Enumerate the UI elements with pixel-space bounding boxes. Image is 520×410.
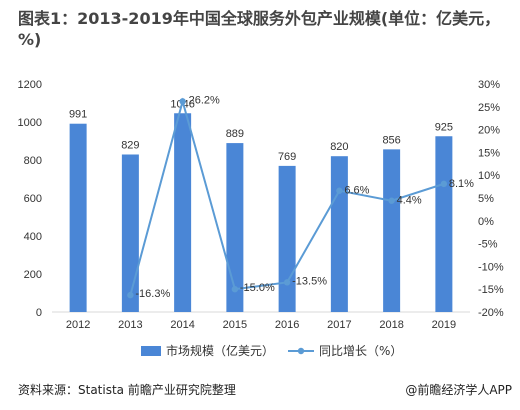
growth-value-label: -16.3%: [135, 288, 170, 300]
legend-line-marker: [297, 347, 305, 355]
chart-title: 图表1：2013-2019年中国全球服务外包产业规模(单位：亿美元，%): [18, 9, 501, 49]
x-tick-label: 2019: [432, 319, 456, 331]
brand-credit: @前瞻经济学人APP: [405, 383, 512, 397]
legend-bar-swatch: [141, 346, 161, 356]
bar: [69, 123, 87, 313]
growth-value-label: 8.1%: [449, 178, 474, 190]
bar: [121, 154, 139, 312]
bar-value-label: 991: [69, 109, 87, 121]
y-left-tick-label: 1200: [18, 79, 42, 91]
growth-value-label: 4.4%: [397, 195, 422, 207]
y-right-tick-label: -20%: [478, 307, 504, 319]
bar-value-label: 856: [382, 134, 400, 146]
legend-bar-label: 市场规模（亿美元）: [166, 343, 274, 358]
growth-point: [283, 279, 291, 286]
growth-value-label: -15.0%: [240, 282, 275, 294]
growth-point: [127, 291, 134, 299]
bar: [174, 113, 192, 312]
bar-value-label: 769: [278, 151, 296, 163]
y-left-tick-label: 200: [24, 269, 42, 281]
bar-value-label: 829: [121, 139, 139, 151]
growth-point: [388, 197, 395, 204]
growth-value-label: 26.2%: [189, 94, 220, 106]
y-right-tick-label: 0%: [478, 216, 494, 228]
y-right-tick-label: 20%: [478, 125, 500, 137]
y-left-tick-label: 800: [24, 155, 42, 167]
bar-value-label: 820: [330, 141, 348, 153]
y-right-tick-label: 10%: [478, 170, 500, 182]
x-tick-label: 2015: [223, 319, 247, 331]
growth-point: [231, 286, 239, 293]
growth-point: [336, 187, 343, 194]
y-left-tick-label: 1000: [18, 117, 42, 129]
bar-value-label: 889: [226, 128, 244, 140]
growth-value-label: -13.5%: [292, 275, 327, 287]
bar: [226, 143, 244, 312]
x-tick-label: 2013: [118, 319, 142, 331]
x-tick-label: 2016: [275, 319, 299, 331]
growth-point: [179, 98, 186, 105]
bar: [278, 165, 296, 312]
y-right-tick-label: 30%: [478, 79, 500, 91]
bar: [383, 149, 401, 312]
source-note: 资料来源：Statista 前瞻产业研究院整理: [18, 383, 236, 397]
y-right-tick-label: 25%: [478, 102, 500, 114]
y-left-tick-label: 600: [24, 193, 42, 205]
x-tick-label: 2014: [170, 319, 194, 331]
legend-line-label: 同比增长（%）: [319, 344, 402, 358]
y-right-tick-label: -5%: [478, 239, 498, 251]
bar-value-label: 925: [435, 121, 453, 133]
growth-value-label: 6.6%: [344, 185, 369, 197]
y-right-tick-label: -10%: [478, 261, 504, 273]
y-left-tick-label: 400: [24, 231, 42, 243]
x-tick-label: 2017: [327, 319, 351, 331]
bar: [435, 136, 453, 312]
y-right-tick-label: -15%: [478, 284, 504, 296]
y-right-tick-label: 5%: [478, 193, 494, 205]
y-left-tick-label: 0: [36, 307, 42, 319]
growth-point: [440, 180, 448, 188]
bar: [330, 156, 348, 312]
x-tick-label: 2018: [379, 319, 403, 331]
y-right-tick-label: 15%: [478, 147, 500, 159]
x-tick-label: 2012: [66, 319, 90, 331]
